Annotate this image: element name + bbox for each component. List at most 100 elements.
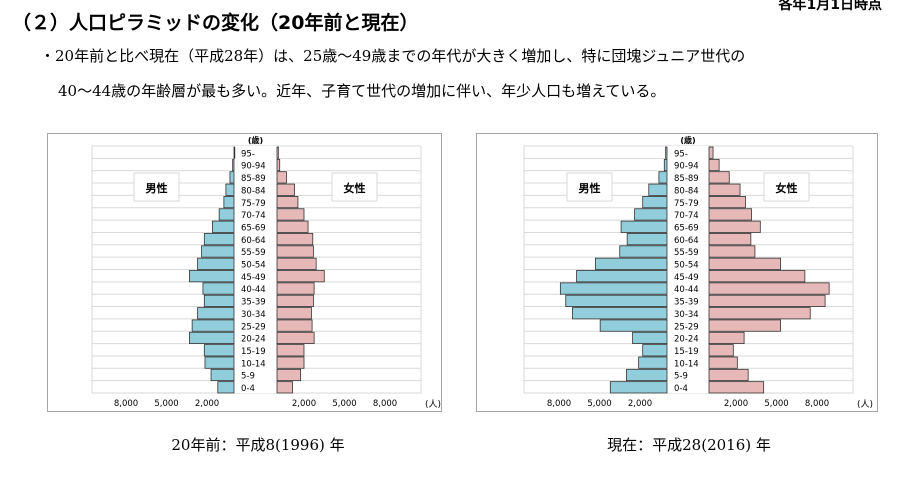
age-label: 95- <box>241 149 255 159</box>
legend-female: 女性 <box>776 181 798 195</box>
bar-male <box>203 233 235 246</box>
bar-female <box>276 245 314 258</box>
bar-male <box>599 319 668 332</box>
age-label: 55-59 <box>241 248 266 258</box>
bar-male <box>202 282 235 295</box>
bar-female <box>708 282 830 295</box>
bar-male <box>663 158 668 172</box>
x-tick-label: 8,000 <box>114 399 138 409</box>
age-label: 35-39 <box>674 298 699 308</box>
bar-male <box>658 171 668 184</box>
bar-female <box>708 220 761 233</box>
age-label: 45-49 <box>241 273 266 283</box>
bar-male <box>232 158 235 172</box>
bar-female <box>276 220 309 233</box>
bar-male <box>223 196 235 209</box>
bar-female <box>276 183 295 196</box>
x-tick-label: 5,000 <box>332 399 356 409</box>
legend-male: 男性 <box>146 181 168 195</box>
age-label: 90-94 <box>241 162 266 172</box>
bar-male <box>218 208 235 221</box>
bar-male <box>634 208 668 221</box>
bar-male <box>225 183 235 196</box>
age-label: 75-79 <box>674 199 699 209</box>
bar-male <box>201 245 235 258</box>
legend-female: 女性 <box>344 181 366 195</box>
x-tick-label: 8,000 <box>805 399 829 409</box>
x-tick-label: 2,000 <box>724 399 748 409</box>
age-label: 45-49 <box>674 273 699 283</box>
bullet-text-line-2: 40～44歳の年齢層が最も多い。近年、子育て世代の増加に伴い、年少人口も増えてい… <box>58 82 666 100</box>
bar-male <box>229 171 235 184</box>
age-label: 40-44 <box>241 285 266 295</box>
date-note: 各年1月1日時点 <box>778 0 882 13</box>
bar-female <box>708 270 806 283</box>
bar-male <box>620 220 668 233</box>
age-label: 25-29 <box>241 322 266 332</box>
age-label: 30-34 <box>241 310 266 320</box>
bar-male <box>626 233 668 246</box>
value-unit-label: (人) <box>425 399 441 410</box>
bar-female <box>276 233 314 246</box>
bar-male <box>609 381 668 394</box>
bar-male <box>189 270 235 283</box>
bar-female <box>708 183 741 196</box>
bar-female <box>708 171 730 184</box>
age-label: 15-19 <box>241 347 266 357</box>
bar-male <box>203 344 235 357</box>
bar-female <box>708 257 781 270</box>
age-label: 85-89 <box>674 174 699 184</box>
x-tick-label: 8,000 <box>547 399 571 409</box>
bar-male <box>211 220 235 233</box>
bar-male <box>572 307 668 320</box>
bar-female <box>708 319 781 332</box>
bar-female <box>708 356 738 369</box>
bar-female <box>276 319 313 332</box>
age-label: 80-84 <box>241 186 266 196</box>
bar-male <box>217 381 235 394</box>
bar-male <box>642 344 668 357</box>
bar-male <box>203 294 235 307</box>
bar-male <box>197 257 235 270</box>
age-label: 60-64 <box>241 236 266 246</box>
bar-female <box>708 331 745 345</box>
age-label: 60-64 <box>674 236 699 246</box>
age-label: 25-29 <box>674 322 699 332</box>
bar-female <box>276 282 315 295</box>
age-label: 5-9 <box>241 372 255 382</box>
bar-male <box>233 146 236 159</box>
bar-male <box>197 307 235 320</box>
bar-female <box>276 270 325 283</box>
age-label: 70-74 <box>674 211 699 221</box>
bar-female <box>276 307 312 320</box>
age-label: 65-69 <box>674 223 699 233</box>
bar-male <box>565 294 668 307</box>
bar-male <box>642 196 668 209</box>
pyramid-1996: 95- 90-94 85-89 80-84 75-79 70-74 65-69 60-64 55… <box>47 133 442 412</box>
bar-female <box>276 381 293 394</box>
age-label: 0-4 <box>674 384 688 394</box>
bar-male <box>632 331 668 345</box>
pyramid-2016-svg: 95- 90-94 85-89 80-84 75-79 70-74 65-69 60-64 55… <box>523 135 873 410</box>
legend-male-box <box>566 172 613 202</box>
legend-male-box <box>133 172 180 202</box>
age-label: 75-79 <box>241 199 266 209</box>
x-tick-label: 2,000 <box>292 399 316 409</box>
age-label-strip <box>234 146 277 393</box>
value-unit-label: (人) <box>857 399 873 410</box>
age-label: 90-94 <box>674 162 699 172</box>
bar-female <box>708 307 811 320</box>
section-title: （２）人口ピラミッドの変化（20年前と現在） <box>12 12 419 34</box>
bar-male <box>648 183 668 196</box>
age-label: 65-69 <box>241 223 266 233</box>
bar-male <box>210 368 235 382</box>
age-label: 35-39 <box>241 298 266 308</box>
age-label: 20-24 <box>674 335 699 345</box>
bar-male <box>191 319 235 332</box>
bar-female <box>276 171 287 184</box>
caption-2016: 現在：平成28(2016) 年 <box>607 436 771 454</box>
caption-1996: 20年前：平成8(1996) 年 <box>171 436 345 454</box>
bar-female <box>708 196 746 209</box>
age-label: 5-9 <box>674 372 688 382</box>
bar-female <box>708 294 826 307</box>
